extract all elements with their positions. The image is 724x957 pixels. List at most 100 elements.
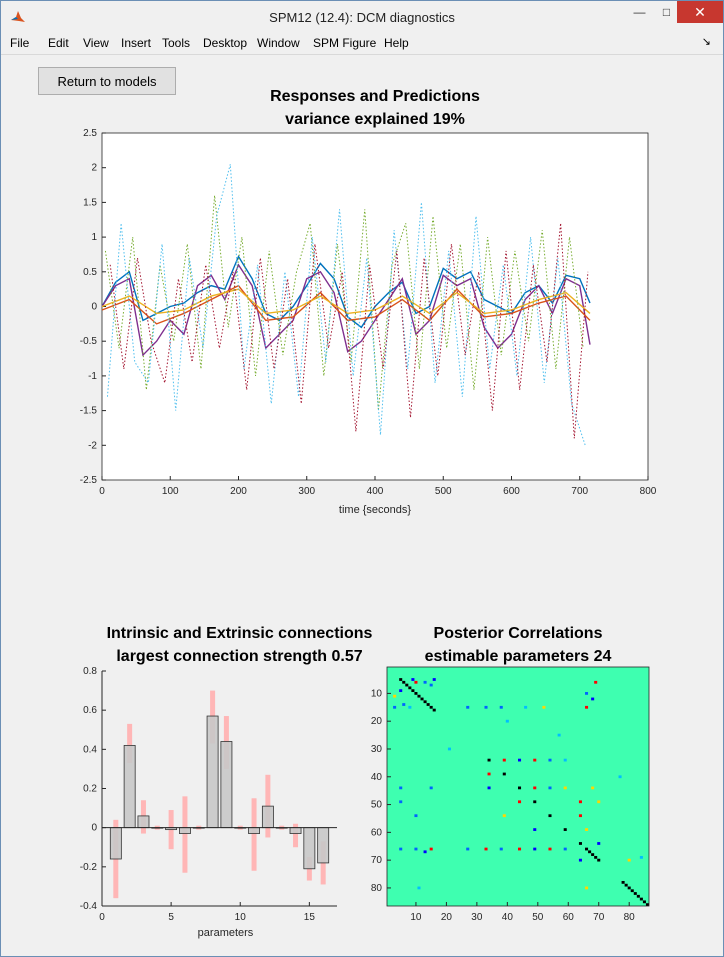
- connection-bar: [248, 827, 260, 834]
- x-tick-label: 60: [563, 912, 575, 923]
- response-line: [104, 195, 584, 411]
- heatmap-cell: [399, 800, 403, 804]
- heatmap-cell: [524, 705, 528, 709]
- heatmap-cell: [499, 705, 503, 709]
- y-tick-label: 10: [371, 688, 383, 699]
- heatmap-cell: [585, 886, 589, 890]
- y-tick-label: 30: [371, 744, 383, 755]
- heatmap-cell: [499, 847, 503, 851]
- heatmap-cell: [402, 703, 406, 706]
- heatmap-diagonal-cell: [588, 850, 592, 854]
- heatmap-cell: [414, 847, 418, 851]
- x-tick-label: 10: [410, 912, 422, 923]
- y-tick-label: 80: [371, 883, 383, 894]
- connection-bar: [137, 815, 150, 829]
- heatmap-cell: [533, 847, 537, 851]
- figure-axes: 0 100 200 300 400 500 600 700 8002.521.510.50-0.…: [80, 88, 657, 939]
- heatmap-diagonal-cell: [426, 703, 430, 706]
- heatmap-cell: [585, 692, 589, 695]
- heatmap-cell: [487, 786, 491, 790]
- heatmap-cell: [399, 689, 403, 693]
- chart-title: Posterior Correlations: [434, 625, 603, 642]
- chart-title: Responses and Predictions: [270, 88, 480, 105]
- menu-help[interactable]: Help: [384, 36, 409, 50]
- heatmap-diagonal-cell: [621, 880, 625, 884]
- heatmap-diagonal-cell: [642, 900, 646, 904]
- heatmap-diagonal-cell: [420, 697, 424, 701]
- chart-title: Intrinsic and Extrinsic connections: [107, 625, 373, 642]
- heatmap-diagonal-cell: [578, 842, 582, 845]
- minimize-icon[interactable]: —: [633, 5, 646, 19]
- maximize-icon[interactable]: □: [662, 5, 671, 19]
- menu-edit[interactable]: Edit: [48, 36, 69, 50]
- connection-bar: [317, 827, 330, 864]
- heatmap-cell: [533, 786, 537, 790]
- return-to-models-button[interactable]: Return to models: [38, 67, 176, 95]
- close-icon[interactable]: ✕: [677, 1, 723, 23]
- heatmap-diagonal-cell: [411, 689, 415, 693]
- error-bar: [293, 823, 299, 848]
- y-tick-label: -1.5: [80, 406, 98, 417]
- heatmap-diagonal-cell: [548, 814, 552, 818]
- connection-bar: [206, 715, 219, 829]
- y-tick-label: 0.5: [83, 267, 97, 278]
- menu-desktop[interactable]: Desktop: [203, 36, 248, 50]
- heatmap-diagonal-cell: [563, 828, 567, 831]
- heatmap-cell: [447, 747, 451, 751]
- heatmap-cell: [533, 758, 537, 762]
- chart-subtitle: largest connection strength 0.57: [116, 648, 362, 665]
- dock-arrow-icon[interactable]: ↘: [701, 36, 711, 48]
- connection-bar: [261, 805, 274, 829]
- heatmap-diagonal-cell: [585, 847, 589, 851]
- menu-spm-figure[interactable]: SPM Figure: [313, 36, 377, 50]
- heatmap-cell: [411, 678, 415, 681]
- heatmap-cell: [548, 758, 552, 762]
- y-tick-label: -2: [88, 440, 97, 451]
- heatmap-cell: [563, 847, 567, 851]
- window-title: SPM12 (12.4): DCM diagnostics: [269, 10, 455, 25]
- x-axis-label: parameters: [198, 927, 254, 939]
- matlab-logo-icon: [10, 9, 26, 25]
- x-tick-label: 15: [304, 912, 316, 923]
- menu-file[interactable]: File: [10, 36, 30, 50]
- chart-subtitle: variance explained 19%: [285, 111, 465, 128]
- heatmap-cell: [585, 705, 589, 709]
- menu-view[interactable]: View: [83, 36, 109, 50]
- y-tick-label: 0.4: [83, 744, 97, 755]
- y-tick-label: -0.5: [80, 336, 98, 347]
- menu-insert[interactable]: Insert: [121, 36, 152, 50]
- heatmap-diagonal-cell: [408, 686, 412, 690]
- heatmap-diagonal-cell: [636, 894, 640, 898]
- heatmap-diagonal-cell: [417, 694, 421, 698]
- x-tick-label: 300: [298, 486, 315, 497]
- menu-window[interactable]: Window: [257, 36, 300, 50]
- heatmap-cell: [487, 772, 491, 776]
- heatmap-diagonal-cell: [423, 700, 427, 704]
- connection-bar: [303, 827, 316, 870]
- heatmap-diagonal-cell: [597, 858, 601, 862]
- heatmap-diagonal-cell: [533, 800, 537, 804]
- title-bar[interactable]: SPM12 (12.4): DCM diagnostics — □ ✕: [1, 1, 723, 32]
- y-tick-label: 60: [371, 827, 383, 838]
- y-tick-label: -0.4: [80, 901, 98, 912]
- y-tick-label: 70: [371, 855, 383, 866]
- posterior-correlations-heatmap: Posterior Correlations estimable paramete…: [371, 625, 650, 923]
- connection-bar: [289, 827, 302, 834]
- heatmap-cell: [423, 680, 427, 684]
- heatmap-diagonal-cell: [405, 683, 409, 687]
- heatmap-cell: [429, 786, 433, 790]
- heatmap-cell: [505, 719, 509, 723]
- heatmap-diagonal-cell: [624, 883, 628, 887]
- heatmap-cell: [466, 847, 470, 851]
- heatmap-cell: [578, 858, 582, 862]
- x-tick-label: 700: [571, 486, 588, 497]
- heatmap-cell: [557, 733, 561, 737]
- heatmap-cell: [399, 847, 403, 851]
- y-tick-label: 2.5: [83, 128, 97, 139]
- menu-tools[interactable]: Tools: [162, 36, 191, 50]
- heatmap-cell: [429, 847, 433, 851]
- heatmap-diagonal-cell: [630, 889, 634, 893]
- heatmap-cell: [484, 705, 488, 709]
- heatmap-cell: [518, 847, 522, 851]
